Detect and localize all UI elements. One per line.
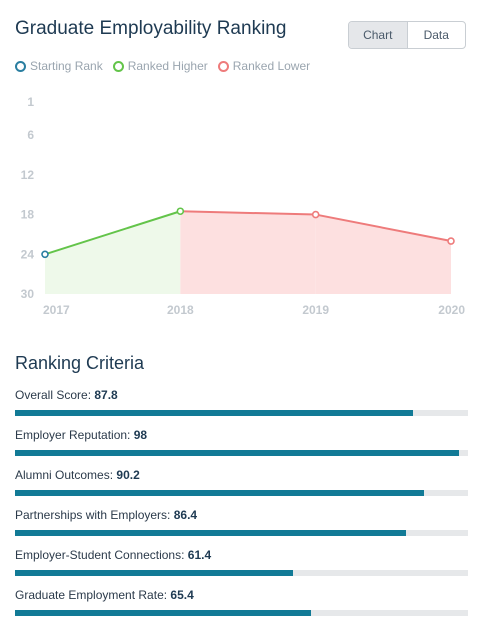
legend-label: Ranked Lower: [232, 59, 311, 73]
y-tick-label: 18: [21, 208, 35, 222]
criterion-bar-fill: [15, 570, 294, 576]
criterion-bar-track: [15, 490, 468, 496]
y-tick-label: 1: [27, 95, 34, 109]
area-segment-2019: [180, 211, 316, 294]
chart-legend: Starting Rank Ranked Higher Ranked Lower: [15, 59, 320, 73]
criterion-bar-fill: [15, 530, 407, 536]
criterion-label: Partnerships with Employers:: [15, 508, 171, 522]
data-toggle-button[interactable]: Data: [423, 28, 449, 42]
criterion-value: 90.2: [116, 468, 140, 482]
criterion-label: Graduate Employment Rate:: [15, 588, 168, 602]
criterion-bar-fill: [15, 490, 424, 496]
criterion-bar-fill: [15, 450, 459, 456]
criterion-label: Employer-Student Connections:: [15, 548, 185, 562]
area-segment-2018: [45, 211, 181, 294]
criterion-bar-track: [15, 610, 468, 616]
criterion-bar-fill: [15, 410, 413, 416]
data-point-2019[interactable]: [311, 210, 320, 219]
criteria-title: Ranking Criteria: [15, 353, 145, 373]
x-tick-label: 2019: [302, 303, 329, 317]
legend-item-starting-rank[interactable]: Starting Rank: [15, 59, 103, 73]
criterion-employer-reputation: Employer Reputation: 98: [15, 428, 468, 468]
x-tick-label: 2018: [167, 303, 194, 317]
x-tick-label: 2020: [438, 303, 465, 317]
criterion-label: Alumni Outcomes:: [15, 468, 114, 482]
criterion-bar-fill: [15, 610, 312, 616]
criterion-overall-score: Overall Score: 87.8: [15, 388, 468, 428]
criterion-bar-track: [15, 410, 468, 416]
criterion-value: 65.4: [170, 588, 194, 602]
area-segment-2020: [315, 214, 451, 294]
y-tick-label: 24: [21, 247, 35, 261]
criterion-value: 98: [133, 428, 148, 442]
criterion-graduate-employment-rate: Graduate Employment Rate: 65.4: [15, 588, 468, 628]
legend-marker-icon: [15, 60, 26, 72]
data-point-2018[interactable]: [176, 207, 185, 216]
criteria-list: Overall Score: 87.8 Employer Reputation:…: [15, 388, 468, 628]
page-title: Graduate Employability Ranking: [15, 18, 287, 39]
criterion-label: Overall Score:: [15, 388, 92, 402]
y-tick-label: 12: [21, 168, 35, 182]
y-tick-label: 30: [21, 287, 35, 301]
criterion-bar-track: [15, 450, 468, 456]
criterion-value: 87.8: [94, 388, 118, 402]
criterion-employer-student-connections: Employer-Student Connections: 61.4: [15, 548, 468, 588]
ranking-chart: 1 6 12 18 24 30 2017 2018 2019 2020: [21, 95, 466, 317]
chart-toggle-button[interactable]: Chart: [349, 22, 408, 48]
legend-marker-icon: [217, 60, 229, 72]
line-segment-2020: [315, 213, 452, 243]
criterion-partnerships: Partnerships with Employers: 86.4: [15, 508, 468, 548]
legend-item-ranked-higher[interactable]: Ranked Higher: [112, 59, 208, 73]
criterion-label: Employer Reputation:: [15, 428, 131, 442]
criterion-bar-track: [15, 530, 468, 536]
criterion-value: 86.4: [173, 508, 198, 522]
criterion-alumni-outcomes: Alumni Outcomes: 90.2: [15, 468, 468, 508]
line-segment-2018: [44, 210, 181, 256]
data-point-2017[interactable]: [41, 250, 49, 259]
criterion-bar-track: [15, 570, 468, 576]
legend-item-ranked-lower[interactable]: Ranked Lower: [217, 59, 311, 73]
legend-marker-icon: [112, 60, 124, 72]
y-tick-label: 6: [27, 128, 34, 142]
line-segment-2019: [180, 210, 316, 216]
view-toggle: Chart Data: [348, 21, 466, 49]
criterion-value: 61.4: [187, 548, 212, 562]
legend-label: Starting Rank: [30, 59, 103, 73]
x-tick-label: 2017: [43, 303, 70, 317]
legend-label: Ranked Higher: [127, 59, 208, 73]
data-point-2020[interactable]: [447, 237, 455, 245]
